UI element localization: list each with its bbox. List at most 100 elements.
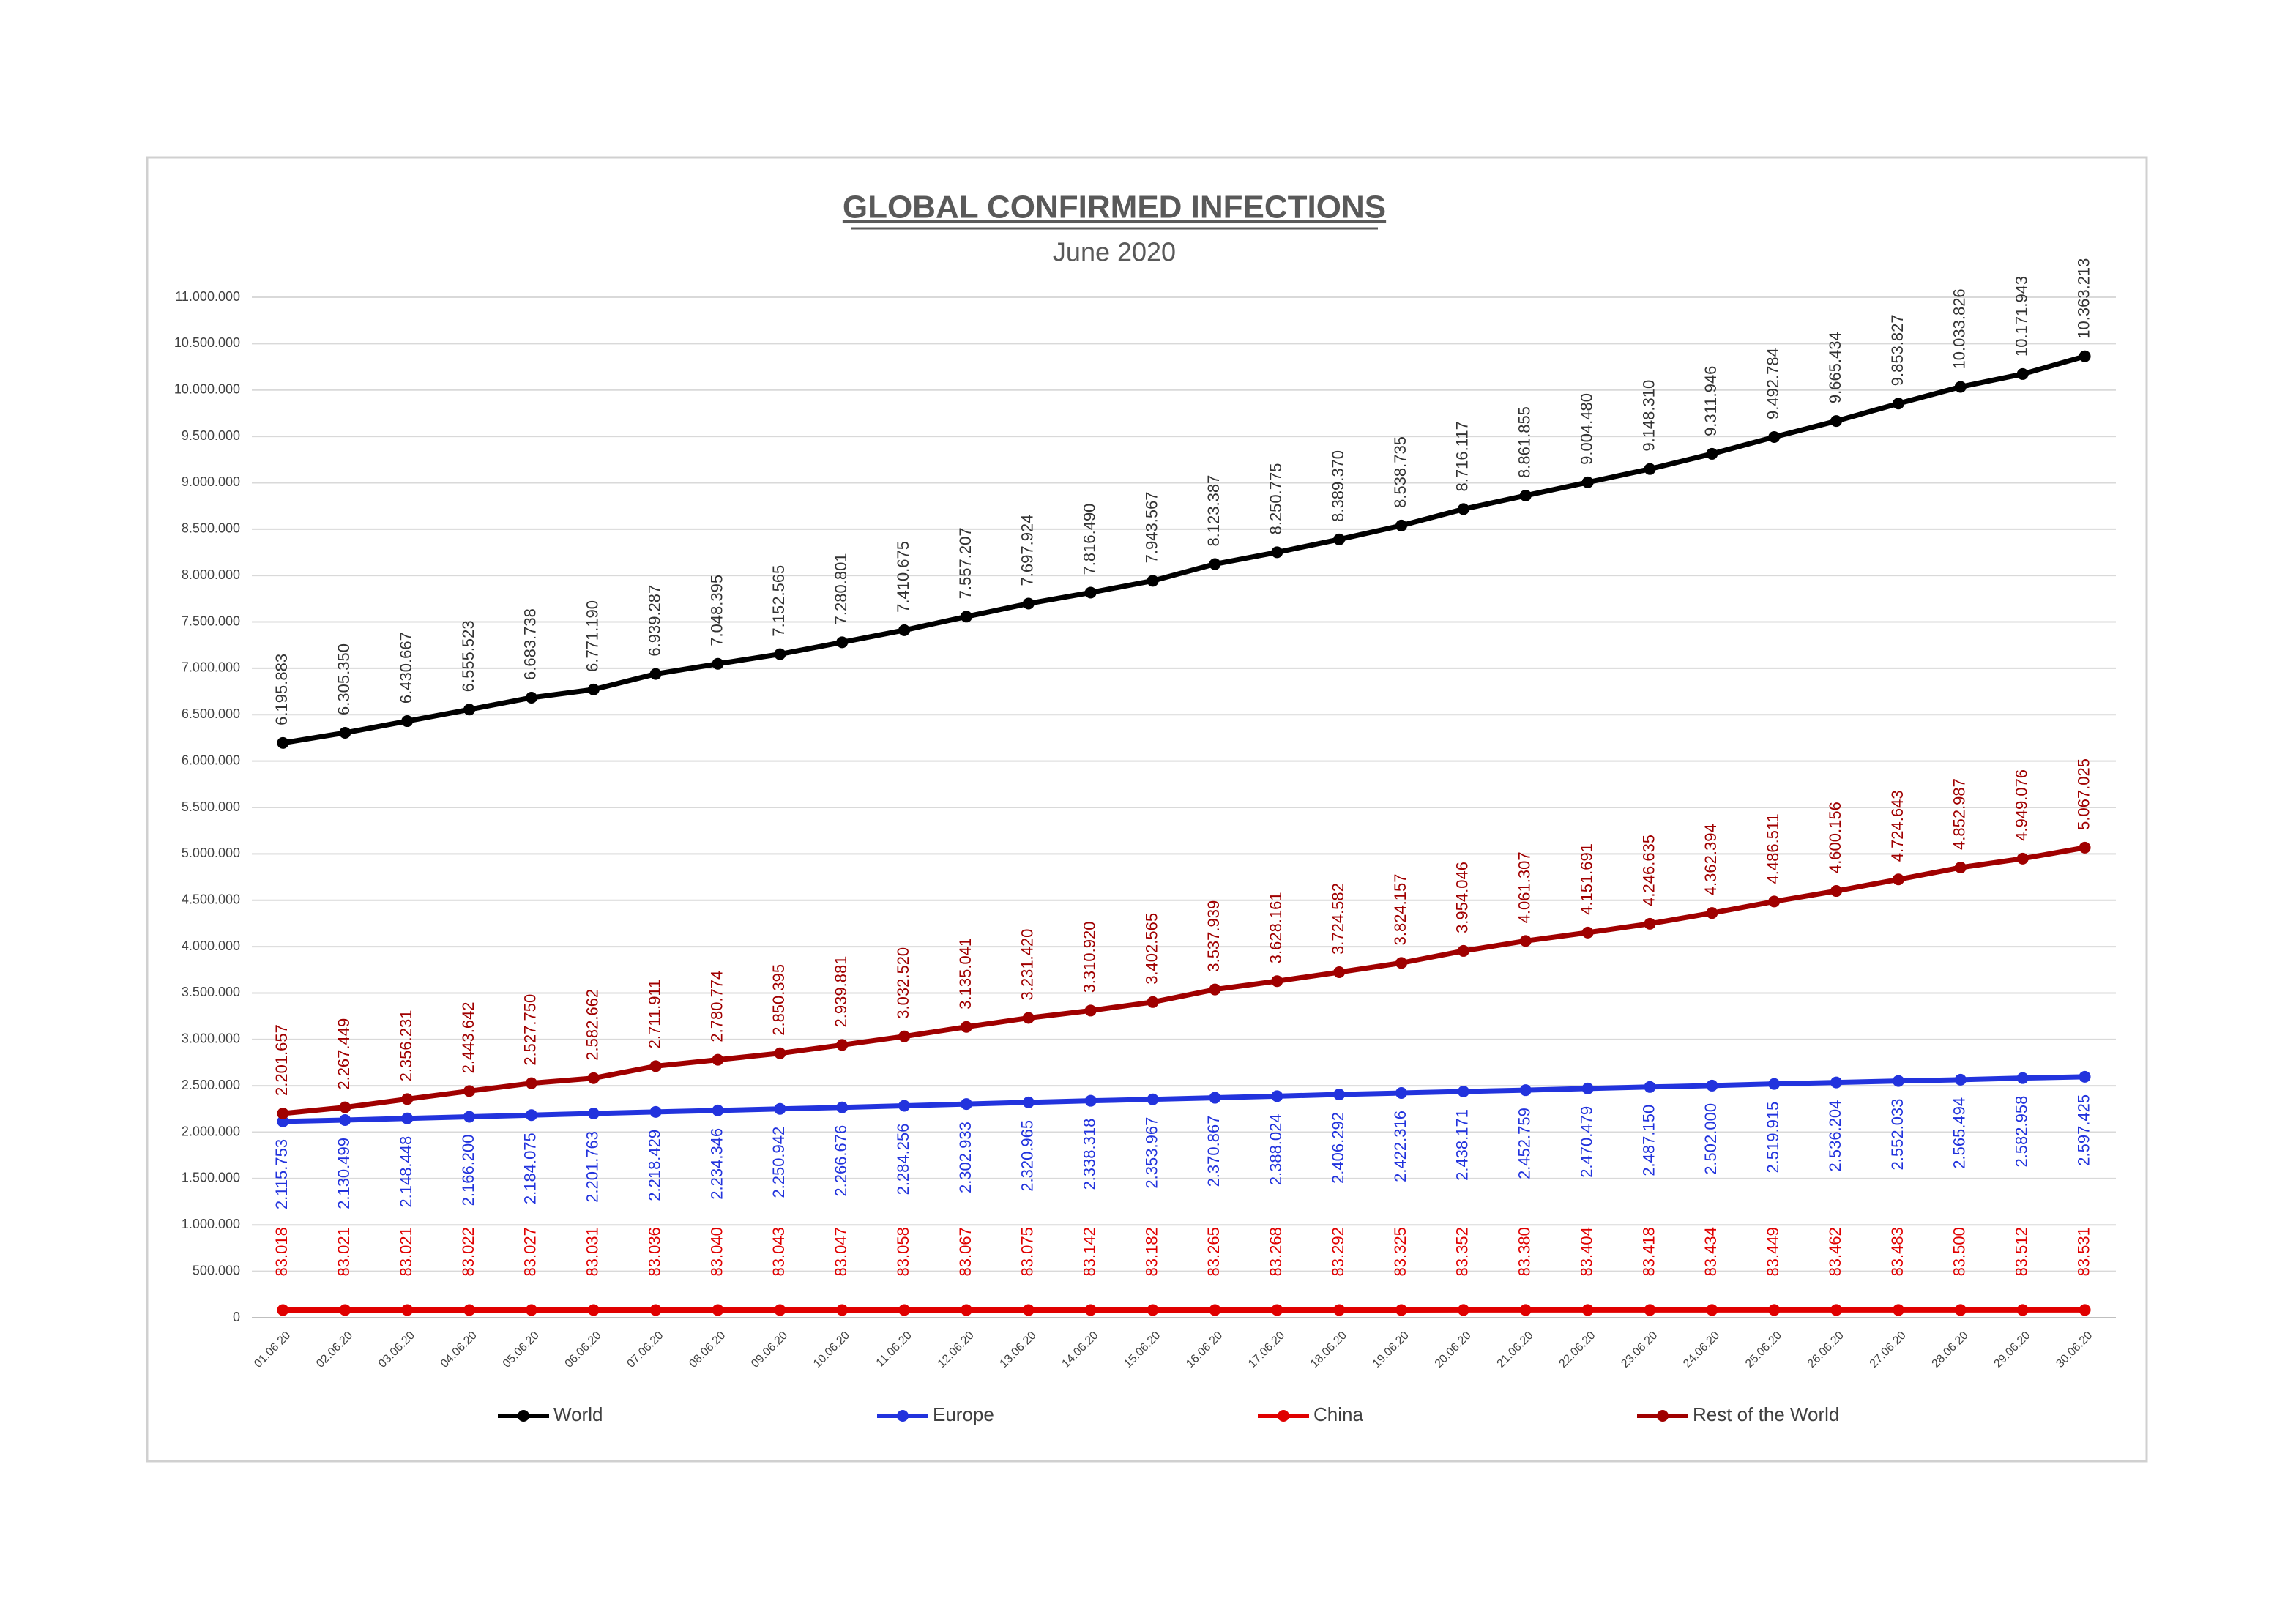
legend-label: World	[554, 1403, 603, 1425]
data-point	[525, 1109, 537, 1122]
y-tick-label: 9.500.000	[182, 428, 240, 443]
data-point	[1147, 575, 1159, 587]
data-label: 10.171.943	[2013, 276, 2031, 357]
data-point	[525, 1077, 537, 1089]
data-point	[1395, 1304, 1408, 1316]
y-tick-label: 7.500.000	[182, 613, 240, 628]
data-point	[1830, 1076, 1843, 1089]
y-tick-label: 10.000.000	[174, 381, 240, 396]
data-label: 2.284.256	[894, 1124, 912, 1195]
data-point	[587, 1304, 600, 1316]
data-point	[1706, 447, 1718, 460]
data-label: 83.047	[832, 1227, 850, 1276]
data-label: 2.201.763	[584, 1131, 602, 1203]
data-point	[1022, 1096, 1035, 1108]
data-point	[2079, 841, 2091, 854]
data-point	[277, 736, 289, 749]
data-label: 83.418	[1639, 1227, 1658, 1276]
data-label: 3.724.582	[1329, 883, 1347, 955]
data-label: 2.565.494	[1950, 1097, 1969, 1169]
data-label: 7.557.207	[956, 527, 974, 599]
data-label: 9.311.946	[1702, 366, 1720, 436]
data-point	[712, 1104, 724, 1116]
data-point	[1457, 944, 1469, 957]
data-point	[2016, 852, 2029, 865]
y-tick-label: 2.500.000	[182, 1078, 240, 1092]
data-point	[2079, 1304, 2091, 1316]
data-label: 9.665.434	[1826, 332, 1844, 403]
data-label: 83.043	[769, 1227, 788, 1276]
data-point	[1333, 1089, 1346, 1101]
data-point	[1084, 1094, 1097, 1107]
y-tick-label: 2.000.000	[182, 1124, 240, 1138]
data-label: 4.600.156	[1826, 802, 1844, 873]
data-point	[339, 1114, 351, 1127]
data-point	[1209, 1304, 1221, 1316]
data-point	[1644, 463, 1656, 475]
data-label: 2.502.000	[1702, 1103, 1720, 1175]
data-point	[712, 1304, 724, 1316]
data-label: 83.404	[1577, 1227, 1595, 1276]
data-label: 9.004.480	[1577, 393, 1595, 465]
data-point	[1457, 1304, 1469, 1316]
data-label: 3.310.920	[1081, 922, 1099, 993]
data-point	[401, 1112, 414, 1124]
data-label: 83.462	[1826, 1227, 1844, 1276]
data-label: 6.771.190	[584, 600, 602, 672]
data-point	[401, 1093, 414, 1105]
data-point	[2079, 350, 2091, 362]
data-point	[1457, 503, 1469, 515]
data-point	[339, 1101, 351, 1113]
data-label: 3.537.939	[1204, 900, 1223, 972]
y-tick-label: 3.000.000	[182, 1031, 240, 1046]
data-label: 4.061.307	[1516, 851, 1534, 923]
legend-marker	[1278, 1410, 1289, 1422]
data-point	[1954, 1073, 1967, 1086]
y-tick-label: 5.500.000	[182, 799, 240, 814]
data-point	[2079, 1070, 2091, 1083]
chart-subtitle: June 2020	[1053, 237, 1176, 267]
data-label: 83.031	[584, 1227, 602, 1276]
data-label: 4.486.511	[1764, 813, 1782, 884]
data-label: 2.320.965	[1018, 1120, 1037, 1192]
data-label: 3.824.157	[1391, 874, 1409, 946]
data-point	[1581, 1304, 1594, 1316]
data-point	[1954, 1304, 1967, 1316]
data-label: 2.487.150	[1639, 1105, 1658, 1176]
series-line	[282, 354, 2086, 746]
data-label: 2.218.429	[645, 1130, 663, 1201]
data-label: 3.628.161	[1267, 892, 1285, 963]
data-point	[1271, 1090, 1283, 1102]
y-tick-label: 1.000.000	[182, 1217, 240, 1231]
data-label: 2.234.346	[707, 1128, 726, 1200]
data-label: 2.552.033	[1888, 1099, 1906, 1171]
data-label: 7.048.395	[707, 575, 726, 646]
data-label: 2.406.292	[1329, 1112, 1347, 1184]
data-label: 83.265	[1204, 1227, 1223, 1276]
data-point	[587, 683, 600, 695]
legend-marker	[518, 1410, 529, 1422]
y-tick-label: 9.000.000	[182, 474, 240, 489]
data-point	[1022, 1304, 1035, 1316]
y-tick-label: 0	[233, 1310, 240, 1324]
data-point	[1768, 895, 1781, 908]
data-label: 3.032.520	[894, 947, 912, 1019]
data-point	[1333, 1304, 1346, 1316]
data-label: 2.527.750	[521, 994, 540, 1066]
data-point	[649, 1105, 662, 1118]
data-label: 2.582.958	[2013, 1096, 2031, 1168]
data-label: 2.250.942	[769, 1127, 788, 1198]
data-point	[1333, 533, 1346, 545]
data-point	[1768, 1078, 1781, 1090]
data-label: 2.388.024	[1267, 1113, 1285, 1185]
data-label: 2.422.316	[1391, 1111, 1409, 1182]
data-label: 83.021	[397, 1227, 415, 1276]
data-point	[960, 1098, 972, 1111]
data-label: 83.075	[1018, 1227, 1037, 1276]
data-label: 2.356.231	[397, 1010, 415, 1082]
data-point	[836, 1101, 849, 1113]
data-label: 4.151.691	[1577, 843, 1595, 915]
data-label: 9.148.310	[1639, 380, 1658, 452]
